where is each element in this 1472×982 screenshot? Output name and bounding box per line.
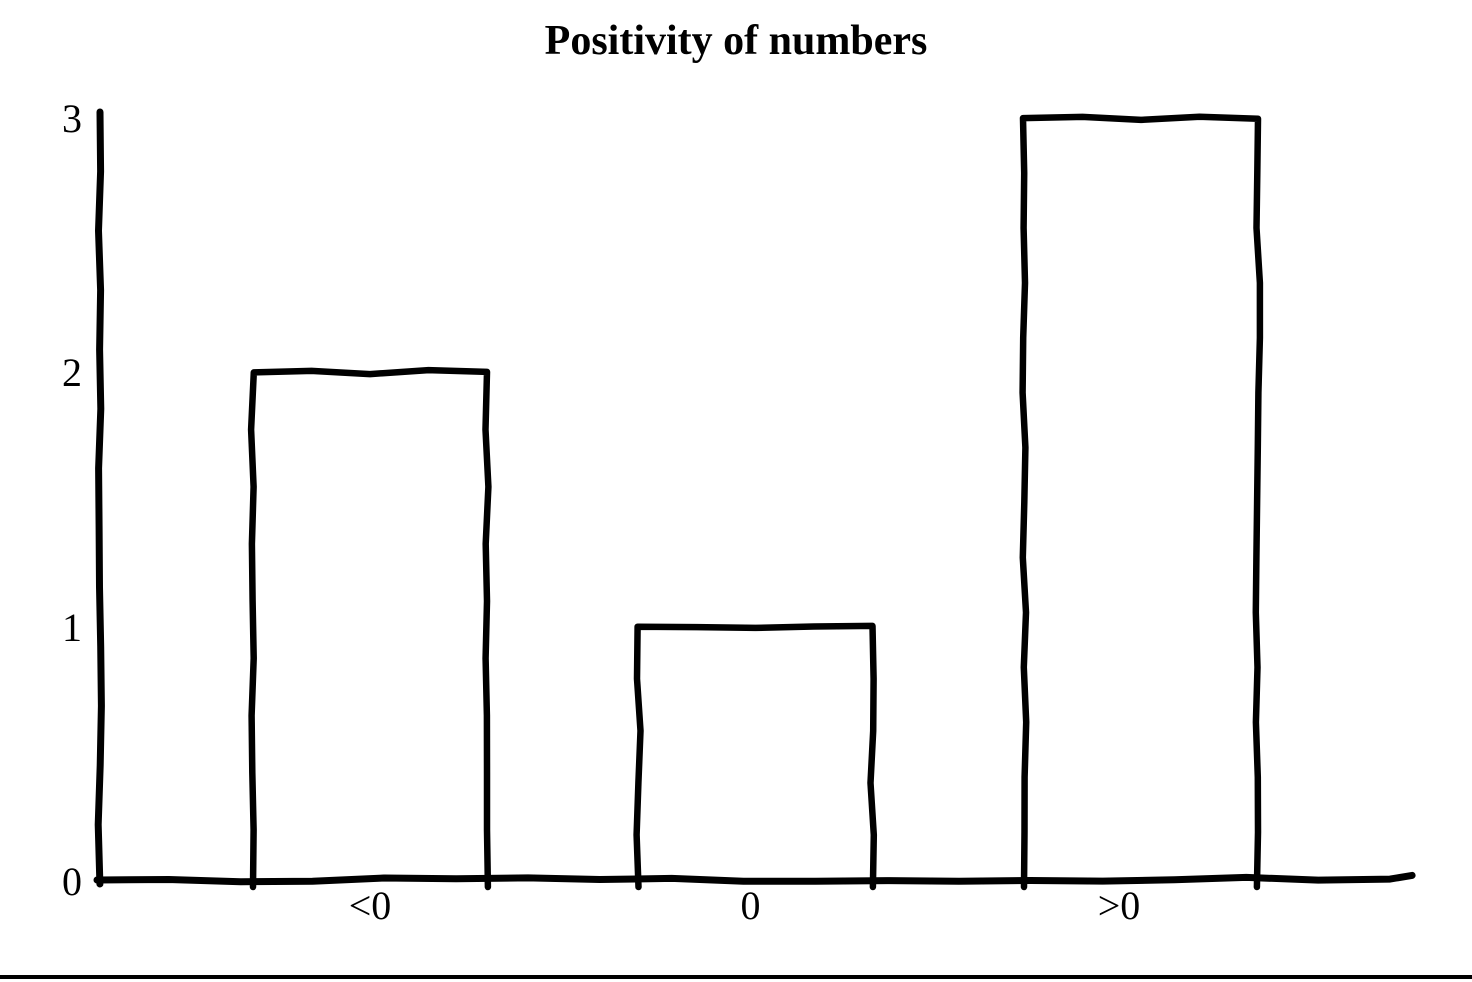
y-tick-label: 3 <box>62 96 82 142</box>
y-tick-label: 1 <box>62 604 82 650</box>
x-tick-label: 0 <box>740 883 761 928</box>
bar <box>1019 113 1264 891</box>
y-axis <box>94 108 105 888</box>
x-axis <box>93 871 1416 886</box>
x-tick-label: >0 <box>1097 883 1141 928</box>
x-tick-label: <0 <box>348 883 392 928</box>
bar <box>247 366 492 891</box>
y-tick-label: 0 <box>62 859 82 904</box>
window-bottom-border <box>0 975 1472 979</box>
chart-title: Positivity of numbers <box>544 18 928 64</box>
y-tick-label: 2 <box>62 350 82 396</box>
bar <box>633 622 878 891</box>
